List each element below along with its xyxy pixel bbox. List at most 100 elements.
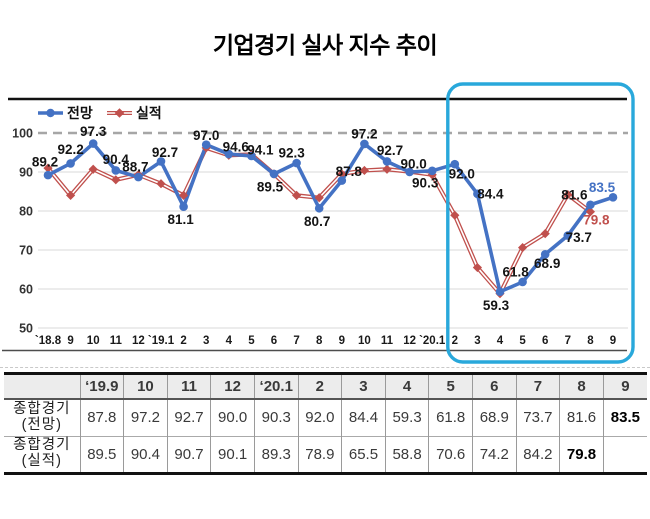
- legend-actual-label: 실적: [136, 105, 162, 121]
- value-cell: 65.5: [341, 435, 386, 473]
- forecast-marker-icon: [88, 139, 98, 148]
- data-label: 92.3: [278, 146, 305, 161]
- value-cell: 83.5: [602, 399, 647, 436]
- x-tick-label: 12: [132, 335, 145, 347]
- actual-marker-icon: [382, 164, 392, 174]
- data-label: 89.5: [257, 179, 284, 194]
- y-tick-label: 50: [19, 322, 33, 336]
- data-label: 90.4: [103, 152, 130, 167]
- month-header-cell: 12: [210, 373, 255, 400]
- data-label: 92.7: [377, 143, 403, 158]
- row-label-cell: 종합경기 (실적): [4, 435, 80, 473]
- data-label: 97.2: [351, 126, 377, 141]
- data-label: 61.8: [502, 264, 529, 279]
- legend-forecast-marker-icon: [46, 108, 55, 118]
- dotted-separator: [0, 367, 650, 368]
- x-tick-label: 7: [293, 335, 299, 347]
- value-cell: 90.0: [210, 399, 255, 436]
- month-header-cell: 4: [384, 373, 429, 400]
- forecast-marker-icon: [360, 139, 369, 149]
- row-label-line: 종합경기: [13, 437, 71, 454]
- value-cell: 92.0: [297, 399, 342, 436]
- highlight-box: [446, 82, 635, 364]
- row-label-line: 종합경기: [13, 401, 71, 418]
- x-tick-label: 6: [542, 335, 548, 347]
- value-cell: 90.3: [253, 399, 299, 436]
- value-cell: 61.8: [428, 399, 473, 436]
- month-header-cell: 3: [341, 373, 386, 400]
- forecast-marker-icon: [247, 151, 256, 161]
- x-tick-label: 12: [403, 335, 416, 347]
- forecast-marker-icon: [111, 166, 121, 175]
- x-tick-label: 2: [180, 335, 186, 347]
- actual-marker-icon: [66, 190, 76, 200]
- x-tick-label: 7: [565, 335, 571, 347]
- x-tick-label: 9: [339, 335, 345, 347]
- value-cell: 90.7: [166, 435, 211, 473]
- x-tick-label: 4: [497, 335, 504, 347]
- month-header-cell: 6: [471, 373, 517, 400]
- actual-marker-icon: [518, 243, 528, 253]
- row-label-line: (전망): [21, 416, 62, 433]
- data-label: 79.8: [583, 212, 610, 227]
- actual-marker-icon: [88, 164, 98, 174]
- value-cell: 73.7: [515, 399, 560, 436]
- actual-marker-icon: [292, 190, 302, 200]
- x-tick-label: 8: [316, 335, 323, 347]
- data-label: 97.3: [80, 124, 107, 139]
- actual-marker-icon: [540, 229, 550, 239]
- x-tick-label: `18.8: [35, 335, 62, 347]
- x-tick-label: 11: [381, 335, 394, 347]
- forecast-marker-icon: [608, 193, 618, 202]
- data-label: 92.7: [152, 145, 178, 160]
- forecast-marker-icon: [518, 277, 527, 287]
- forecast-marker-icon: [66, 159, 75, 168]
- x-tick-label: 9: [67, 335, 73, 347]
- legend-actual-marker-icon: [114, 108, 125, 118]
- data-label: 80.7: [304, 214, 330, 229]
- table-corner-cell: [4, 373, 80, 400]
- value-cell: 78.9: [297, 435, 342, 473]
- y-tick-label: 60: [19, 283, 33, 297]
- month-header-cell: 10: [123, 373, 168, 400]
- data-label: 88.7: [122, 160, 148, 175]
- actual-marker-icon: [179, 190, 189, 200]
- forecast-marker-icon: [586, 200, 595, 210]
- forecast-marker-icon: [314, 203, 324, 213]
- table-row: 종합경기 (전망) 87.8 97.2 92.7 90.0 90.3 92.0 84.4 59.3…: [4, 399, 647, 436]
- data-label: 68.9: [534, 256, 560, 271]
- forecast-marker-icon: [224, 149, 234, 159]
- forecast-marker-icon: [292, 158, 301, 168]
- y-tick-label: 90: [19, 166, 33, 180]
- data-label: 84.4: [477, 186, 504, 201]
- x-tick-label: 6: [271, 335, 277, 347]
- x-tick-label: 10: [87, 335, 100, 347]
- data-label: 89.2: [32, 155, 58, 170]
- data-label: 59.3: [483, 298, 510, 313]
- table-body: 종합경기 (전망) 87.8 97.2 92.7 90.0 90.3 92.0 84.4 59.3…: [4, 399, 647, 473]
- forecast-marker-icon: [201, 140, 211, 149]
- value-cell: 58.8: [384, 435, 429, 473]
- x-tick-label: 10: [358, 335, 371, 347]
- data-label: 83.5: [589, 180, 616, 195]
- x-tick-label: 9: [610, 335, 616, 347]
- actual-marker-icon: [156, 179, 166, 189]
- value-cell: 90.1: [210, 435, 255, 473]
- forecast-marker-icon: [540, 249, 550, 259]
- actual-marker-icon: [585, 207, 595, 217]
- actual-marker-icon: [337, 169, 347, 179]
- data-label: 90.0: [400, 157, 426, 172]
- actual-marker-icon: [359, 165, 369, 176]
- actual-marker-icon: [43, 163, 53, 173]
- data-label: 92.2: [57, 142, 83, 157]
- y-tick-label: 100: [12, 127, 33, 141]
- x-tick-label: 4: [226, 335, 233, 347]
- month-header-cell: 8: [559, 373, 604, 400]
- forecast-marker-icon: [495, 287, 505, 297]
- value-cell: 87.8: [79, 399, 124, 436]
- value-cell: 84.2: [515, 435, 560, 473]
- x-tick-label: 2: [452, 335, 458, 347]
- actual-marker-icon: [111, 175, 121, 185]
